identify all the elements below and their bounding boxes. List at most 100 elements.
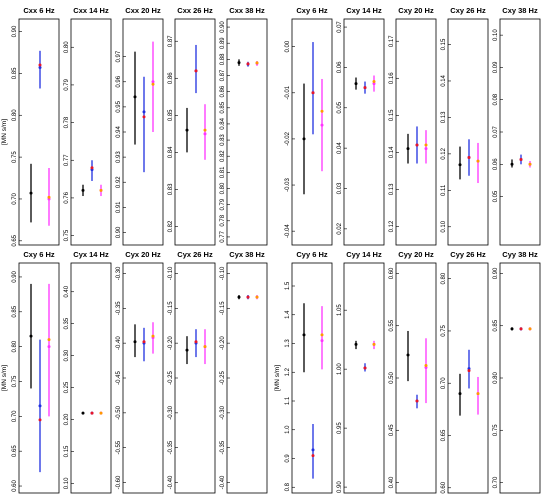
mean-point-black — [29, 191, 33, 195]
marker-point-red — [363, 86, 367, 90]
panel-title: Cxx 14 Hz — [73, 6, 109, 15]
chart-group-cyy: [MN s/m] Cyy 6 Hz 0.8 0.9 1.0 1.1 1.2 1.3 1.4 1.5… — [274, 250, 541, 494]
mean-point-magenta — [424, 366, 428, 370]
y-tick-label: 0.30 — [64, 349, 70, 361]
panel-title: Cxy 14 Hz — [346, 6, 382, 15]
y-tick-label: 0.93 — [116, 151, 122, 163]
mean-point-black — [302, 333, 306, 337]
y-tick-label: 0.25 — [64, 381, 70, 393]
y-tick-label: 0.07 — [337, 21, 343, 33]
y-tick-label: 0.15 — [64, 445, 70, 457]
panel-title: Cxy 6 Hz — [296, 6, 328, 15]
y-tick-label: -0.25 — [168, 371, 174, 385]
marker-point-orange — [255, 61, 259, 65]
y-tick-label: 0.17 — [389, 35, 395, 47]
chart-group-cyx: [MN s/m] Cxy 6 Hz 0.60 0.65 0.70 0.75 0.80 0.85… — [1, 250, 268, 494]
y-tick-label: 0.06 — [337, 61, 343, 73]
y-tick-label: 0.96 — [116, 75, 122, 87]
mean-point-black — [406, 353, 410, 357]
y-tick-label: 0.84 — [168, 146, 174, 158]
panel-title: Cyx 26 Hz — [177, 250, 213, 259]
panel-cyy-2: Cyy 14 Hz 0.90 0.95 1.00 1.05 — [337, 250, 385, 494]
y-tick-label: -0.35 — [220, 440, 226, 454]
panel-frame — [174, 262, 216, 494]
marker-point-red — [90, 411, 94, 415]
marker-point-red — [415, 399, 419, 403]
mean-point-black — [458, 392, 462, 396]
marker-point-orange — [151, 334, 155, 338]
marker-point-red — [311, 454, 315, 458]
y-tick-label: 0.9 — [285, 454, 291, 463]
panel-cxx-3: Cxx 20 Hz 0.90 0.91 0.92 0.93 0.94 0.95 0.96 0.9… — [116, 6, 164, 246]
mean-point-magenta — [424, 147, 428, 151]
panel-title: Cxy 6 Hz — [23, 250, 55, 259]
panel-cxx-5: Cxx 38 Hz 0.77 0.78 0.79 0.80 0.81 0.82 0.83 0.8… — [220, 6, 268, 246]
marker-point-orange — [424, 363, 428, 367]
panel-cyy-5: Cyy 38 Hz 0.70 0.75 0.80 0.85 0.90 — [493, 250, 541, 494]
panel-cxy-2: Cxy 14 Hz 0.02 0.03 0.04 0.05 0.06 0.07 — [337, 6, 385, 246]
y-tick-label: 0.92 — [116, 176, 122, 188]
mean-point-black — [458, 163, 462, 167]
panel-frame — [291, 262, 333, 494]
marker-point-red — [142, 340, 146, 344]
marker-point-red — [90, 166, 94, 170]
mean-point-black — [237, 295, 241, 299]
mean-point-blue — [38, 404, 42, 408]
panel-title: Cyy 6 Hz — [296, 250, 328, 259]
marker-point-orange — [320, 109, 324, 113]
y-tick-label: 0.8 — [285, 482, 291, 491]
y-tick-label: 1.0 — [285, 425, 291, 434]
y-tick-label: 0.95 — [116, 100, 122, 112]
panel-cyy-4: Cyy 26 Hz 0.60 0.65 0.70 0.75 0.80 — [441, 250, 489, 494]
panel-cxy-3: Cxy 20 Hz 0.12 0.13 0.14 0.15 0.16 0.17 — [389, 6, 437, 246]
panel-frame — [343, 262, 385, 494]
y-tick-label: -0.40 — [116, 336, 122, 350]
y-tick-label: 0.80 — [12, 109, 18, 121]
y-tick-label: 0.80 — [441, 272, 447, 284]
mean-point-black — [29, 334, 33, 338]
marker-point-orange — [528, 327, 532, 331]
y-tick-label: -0.01 — [285, 85, 291, 99]
marker-point-orange — [320, 333, 324, 337]
y-tick-label: 1.1 — [285, 396, 291, 405]
y-tick-label: 0.81 — [220, 166, 226, 178]
panel-cyx-1: Cxy 6 Hz 0.60 0.65 0.70 0.75 0.80 0.85 0.90 — [12, 250, 60, 494]
mean-point-black — [185, 128, 189, 132]
mean-point-black — [81, 188, 85, 192]
panel-frame — [395, 262, 437, 494]
y-tick-label: 0.82 — [220, 150, 226, 162]
marker-point-orange — [424, 143, 428, 147]
y-tick-label: 0.77 — [64, 154, 70, 166]
chart-group-cxx: [MN s/m] Cxx 6 Hz 0.65 0.70 0.75 0.80 0.85 0.90… — [1, 6, 268, 247]
y-tick-label: 1.3 — [285, 339, 291, 348]
y-tick-label: 0.78 — [64, 116, 70, 128]
marker-point-red — [363, 366, 367, 370]
y-tick-label: -0.04 — [285, 224, 291, 238]
y-tick-label: 0.97 — [116, 50, 122, 62]
y-tick-label: 0.45 — [389, 424, 395, 436]
y-tick-label: 0.70 — [441, 377, 447, 389]
marker-point-red — [415, 143, 419, 147]
mean-point-black — [354, 342, 358, 346]
y-tick-label: 0.82 — [168, 220, 174, 232]
y-tick-label: 0.11 — [441, 184, 447, 196]
mean-point-black — [237, 61, 241, 65]
y-tick-label: 0.00 — [285, 40, 291, 52]
y-tick-label: 0.80 — [493, 372, 499, 384]
y-tick-label: 0.65 — [12, 445, 18, 457]
panel-frame — [226, 18, 268, 246]
mean-point-magenta — [203, 132, 207, 136]
y-tick-label: 0.60 — [12, 480, 18, 492]
mean-point-black — [354, 82, 358, 86]
y-tick-label: 0.07 — [493, 126, 499, 138]
y-tick-label: 0.89 — [220, 37, 226, 49]
panel-cyx-5: Cyx 38 Hz -0.40 -0.35 -0.30 -0.25 -0.20 -0.15 -… — [220, 250, 268, 494]
mean-point-black — [81, 411, 85, 415]
mean-point-blue — [142, 110, 146, 114]
panel-title: Cxy 38 Hz — [502, 6, 538, 15]
panel-cxy-4: Cxy 26 Hz 0.10 0.11 0.12 0.13 0.14 0.15 — [441, 6, 489, 246]
y-tick-label: 0.75 — [12, 375, 18, 387]
y-tick-label: -0.03 — [285, 178, 291, 192]
y-tick-label: 0.10 — [441, 220, 447, 232]
y-tick-label: -0.25 — [220, 371, 226, 385]
